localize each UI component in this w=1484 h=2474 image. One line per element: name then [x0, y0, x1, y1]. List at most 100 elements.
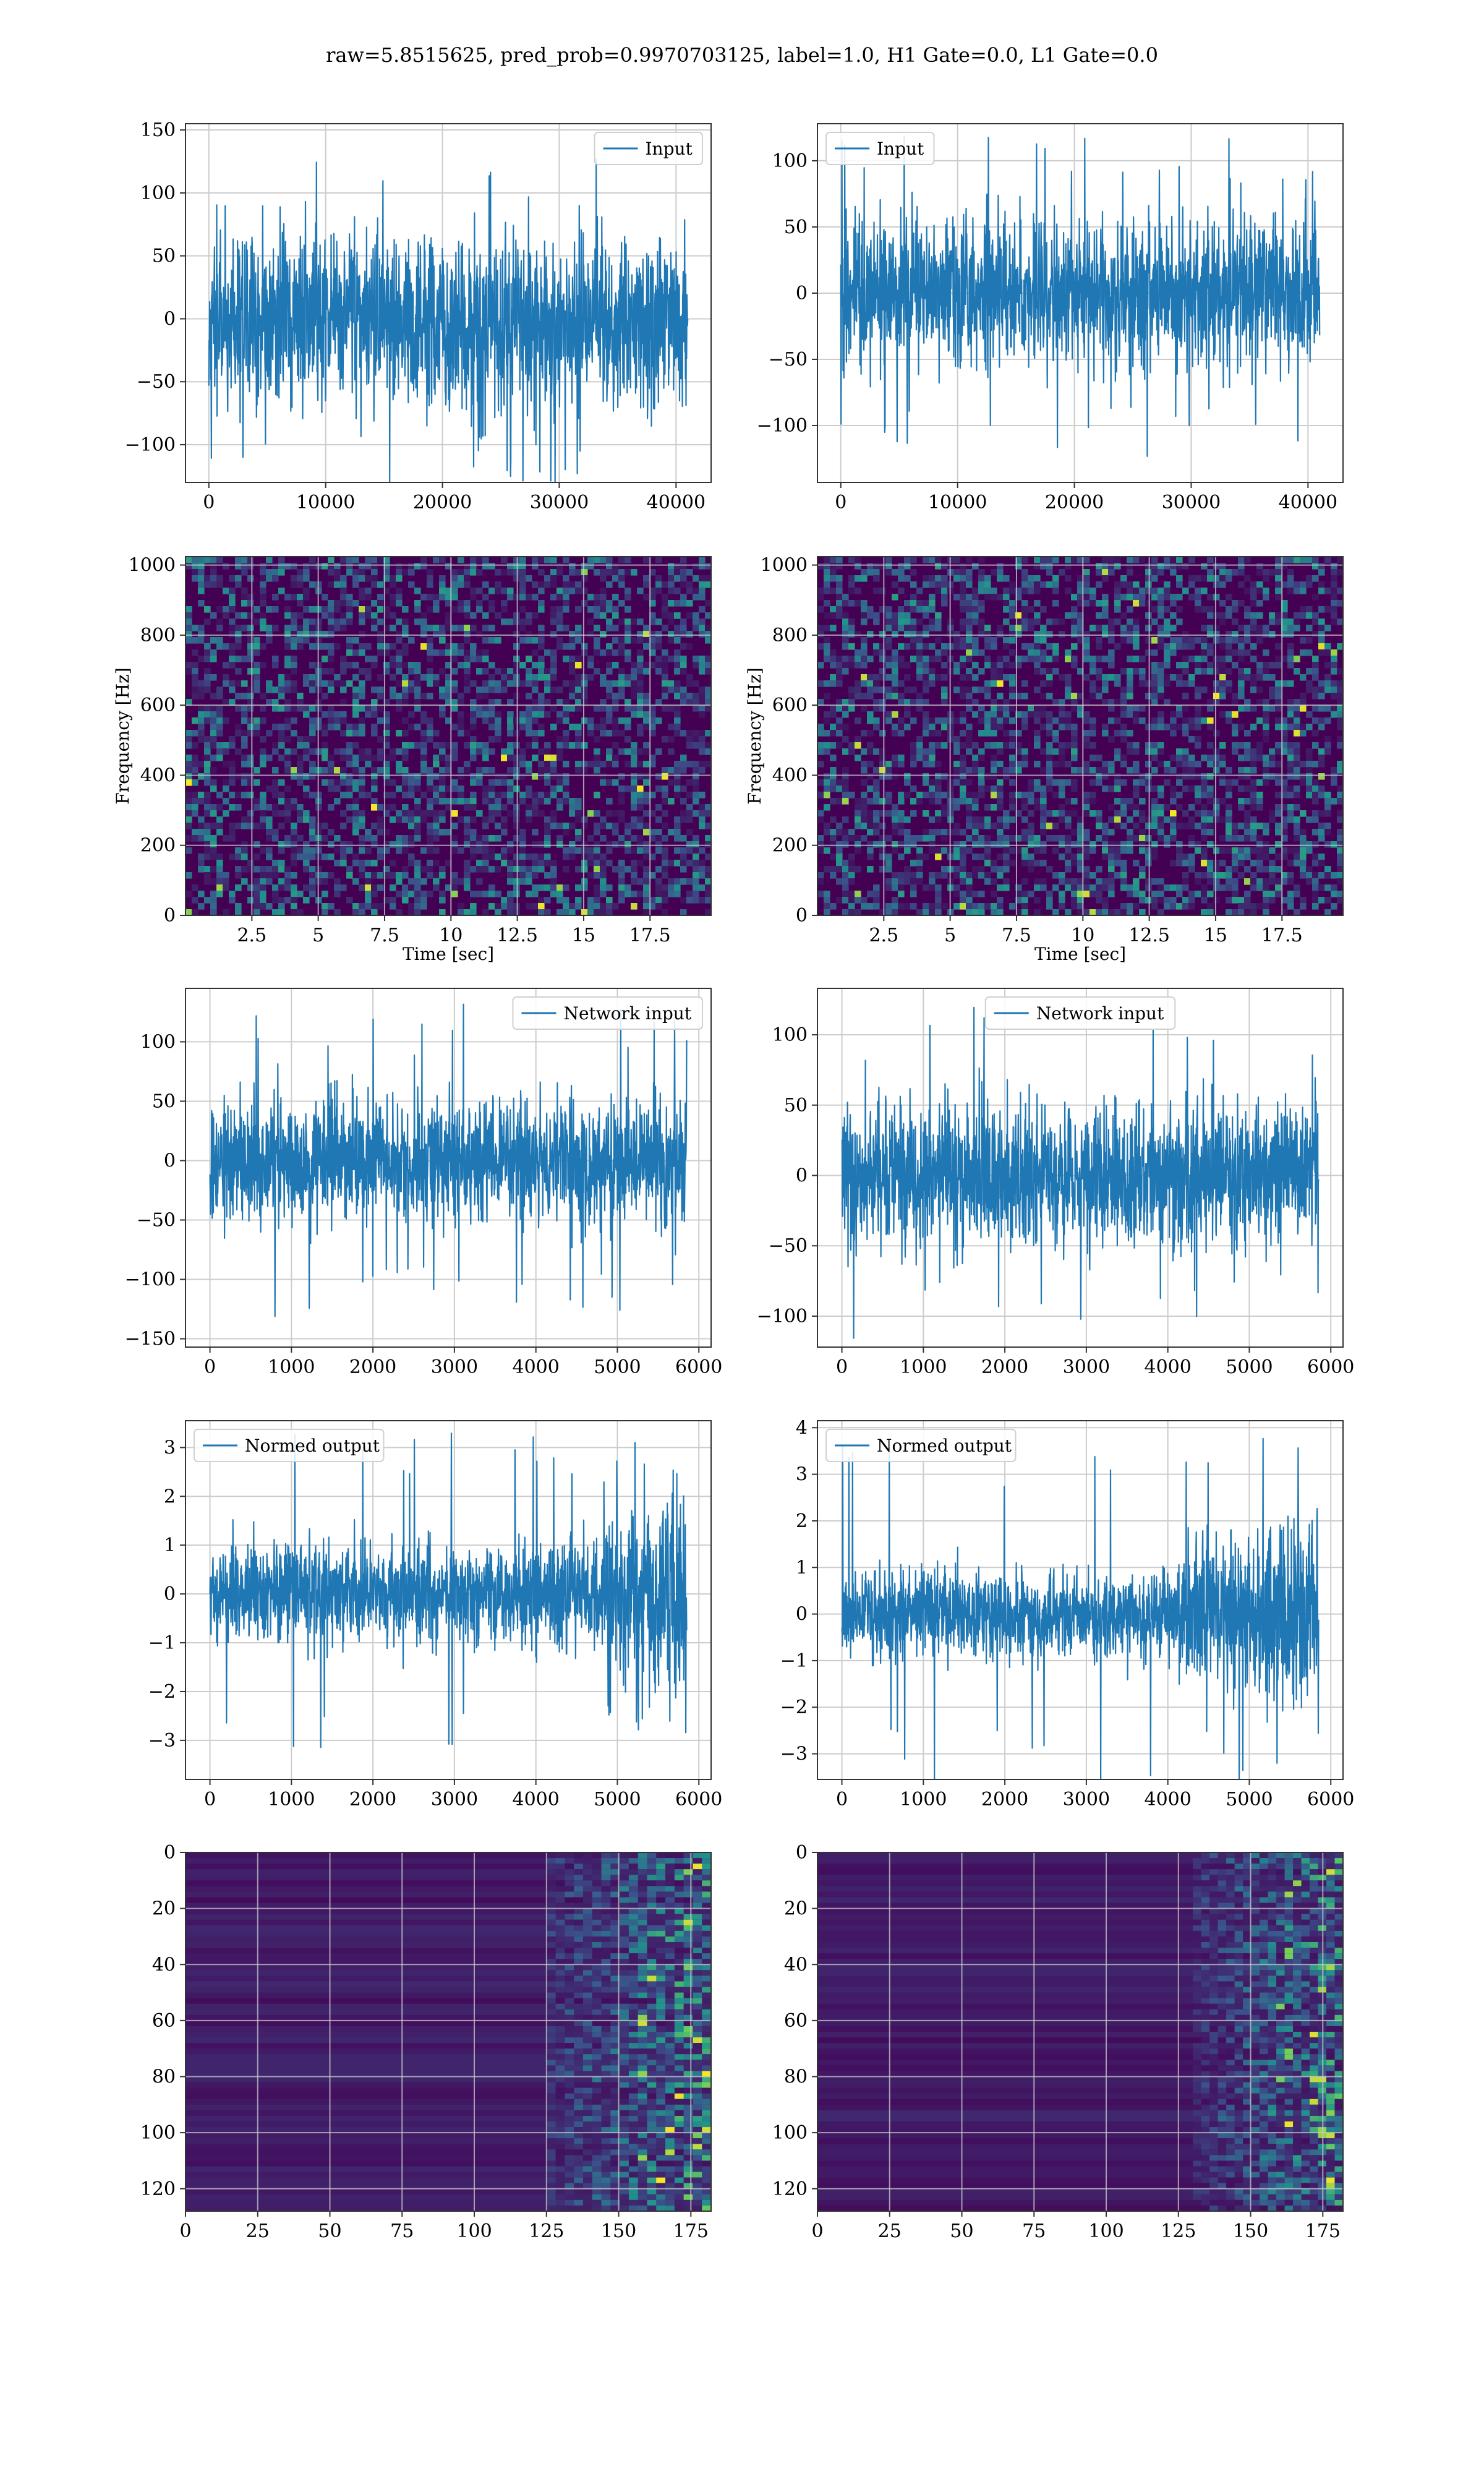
heatmap-cell	[898, 730, 905, 737]
heatmap-cell	[941, 581, 948, 588]
heatmap-cell	[693, 730, 699, 737]
heatmap-cell	[260, 761, 267, 768]
heatmap-cell	[198, 798, 205, 805]
heatmap-cell	[204, 687, 211, 693]
heatmap-cell	[699, 557, 706, 563]
heatmap-cell	[941, 847, 948, 854]
heatmap-cell	[272, 699, 279, 706]
heatmap-cell	[680, 810, 687, 817]
heatmap-cell	[892, 693, 898, 700]
heatmap-cell	[879, 649, 886, 656]
heatmap-cell	[322, 668, 328, 675]
heatmap-cell	[606, 649, 613, 656]
heatmap-cell	[210, 841, 217, 848]
heatmap-cell	[488, 792, 495, 798]
heatmap-cell	[260, 581, 267, 588]
heatmap-cell	[396, 563, 403, 570]
heatmap-cell	[464, 662, 471, 669]
heatmap-cell	[1269, 755, 1276, 761]
heatmap-cell	[935, 612, 942, 619]
heatmap-cell	[396, 699, 403, 706]
heatmap-cell	[297, 909, 304, 915]
heatmap-cell	[186, 847, 192, 854]
heatmap-cell	[662, 884, 668, 891]
heatmap-cell	[643, 872, 650, 879]
heatmap-cell	[1164, 804, 1171, 811]
heatmap-cell	[359, 841, 365, 848]
heatmap-cell	[278, 810, 285, 817]
heatmap-cell	[612, 866, 619, 873]
heatmap-cell	[451, 872, 458, 879]
heatmap-cell	[402, 847, 409, 854]
heatmap-cell	[606, 625, 613, 631]
heatmap-cell	[458, 798, 464, 805]
heatmap-cell	[254, 606, 260, 613]
heatmap-cell	[1226, 835, 1232, 842]
heatmap-cell	[1003, 841, 1010, 848]
heatmap-cell	[216, 581, 223, 588]
heatmap-cell	[680, 618, 687, 625]
heatmap-cell	[699, 606, 706, 613]
heatmap-cell	[637, 668, 644, 675]
heatmap-cell	[1021, 557, 1028, 563]
heatmap-cell	[278, 909, 285, 915]
heatmap-cell	[328, 761, 335, 768]
heatmap-cell	[1046, 674, 1053, 681]
heatmap-cell	[538, 884, 545, 891]
heatmap-cell	[427, 717, 433, 724]
heatmap-cell	[836, 612, 843, 619]
heatmap-cell	[445, 860, 452, 867]
heatmap-cell	[668, 798, 675, 805]
heatmap-cell	[507, 878, 514, 885]
heatmap-cell	[420, 612, 427, 619]
heatmap-cell	[198, 637, 205, 644]
heatmap-cell	[1077, 866, 1084, 873]
heatmap-cell	[842, 699, 849, 706]
heatmap-cell	[1164, 897, 1171, 904]
heatmap-cell	[464, 625, 471, 631]
heatmap-cell	[830, 854, 837, 860]
heatmap-cell	[643, 897, 650, 904]
heatmap-cell	[1145, 742, 1152, 749]
heatmap-cell	[439, 637, 446, 644]
heatmap-cell	[953, 736, 960, 743]
heatmap-cell	[278, 841, 285, 848]
heatmap-cell	[1244, 878, 1251, 885]
heatmap-cell	[1182, 872, 1189, 879]
heatmap-cell	[284, 884, 291, 891]
heatmap-cell	[606, 755, 613, 761]
heatmap-cell	[1226, 792, 1232, 798]
heatmap-cell	[1164, 903, 1171, 910]
heatmap-cell	[1158, 643, 1164, 650]
heatmap-cell	[855, 866, 861, 873]
heatmap-cell	[1195, 823, 1201, 829]
heatmap-cell	[303, 884, 310, 891]
heatmap-cell	[1195, 662, 1201, 669]
heatmap-cell	[1176, 594, 1183, 601]
heatmap-cell	[235, 884, 242, 891]
heatmap-cell	[1077, 891, 1084, 897]
heatmap-cell	[817, 792, 824, 798]
heatmap-cell	[1238, 835, 1245, 842]
heatmap-cell	[1238, 903, 1245, 910]
heatmap-cell	[297, 600, 304, 607]
heatmap-cell	[1009, 736, 1016, 743]
heatmap-cell	[346, 680, 353, 687]
heatmap-cell	[1250, 903, 1257, 910]
heatmap-cell	[1145, 748, 1152, 755]
heatmap-cell	[445, 563, 452, 570]
heatmap-cell	[309, 687, 316, 693]
heatmap-cell	[705, 854, 711, 860]
heatmap-cell	[824, 909, 830, 915]
heatmap-cell	[817, 606, 824, 613]
heatmap-cell	[1201, 755, 1208, 761]
heatmap-cell	[910, 742, 917, 749]
heatmap-cell	[1256, 625, 1263, 631]
heatmap-cell	[291, 563, 297, 570]
heatmap-cell	[674, 785, 681, 792]
heatmap-cell	[1158, 693, 1164, 700]
heatmap-cell	[390, 687, 396, 693]
heatmap-cell	[1028, 779, 1034, 786]
heatmap-cell	[612, 693, 619, 700]
heatmap-cell	[1133, 742, 1140, 749]
